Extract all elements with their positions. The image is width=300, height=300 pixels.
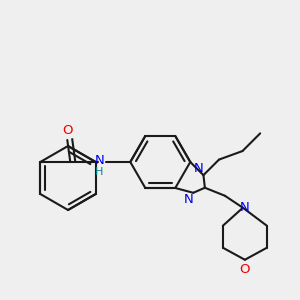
Text: N: N [194,162,203,175]
Text: H: H [95,167,103,177]
Text: N: N [94,154,104,167]
Text: N: N [240,201,250,214]
Text: O: O [240,263,250,276]
Text: N: N [183,193,193,206]
Text: O: O [62,124,73,137]
